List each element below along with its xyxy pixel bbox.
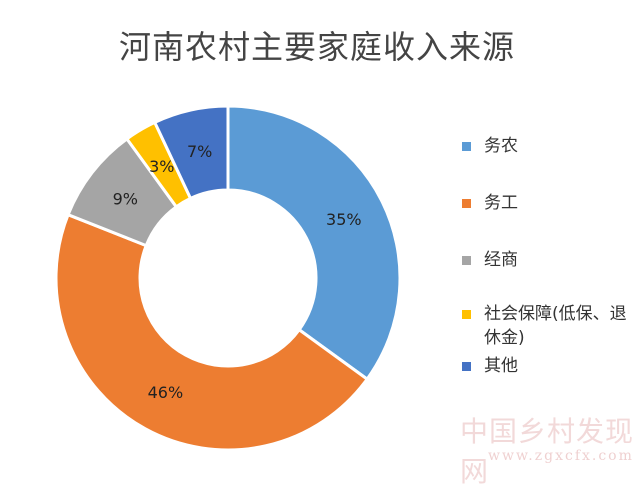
slice-farming[interactable] [226, 104, 402, 382]
chart-container: 河南农村主要家庭收入来源 35% 46% 9% 3% 7% 务农 务工 经商 社会保障(… [54, 28, 634, 488]
legend-item-social-security[interactable]: 社会保障(低保、退休金) [462, 302, 634, 350]
legend: 务农 务工 经商 社会保障(低保、退休金) 其他 [462, 134, 634, 378]
chart-title: 河南农村主要家庭收入来源 [118, 28, 515, 66]
legend-item-migrant-work[interactable]: 务工 [462, 191, 634, 215]
legend-swatch [462, 362, 471, 371]
legend-label: 其他 [484, 356, 518, 376]
donut-chart: 35% 46% 9% 3% 7% [54, 104, 402, 452]
legend-label: 务工 [484, 193, 518, 213]
legend-label: 务农 [484, 136, 518, 156]
legend-swatch [462, 310, 471, 319]
slice-migrant-work[interactable] [54, 212, 370, 452]
legend-item-farming[interactable]: 务农 [462, 134, 634, 158]
label-farming: 35% [326, 210, 362, 229]
legend-swatch [462, 199, 471, 208]
watermark-url: www.zgxcfx.com [488, 448, 634, 464]
label-business: 9% [113, 189, 138, 208]
legend-item-other[interactable]: 其他 [462, 354, 634, 378]
label-migrant-work: 46% [148, 383, 184, 402]
legend-item-business[interactable]: 经商 [462, 248, 634, 272]
slice-other[interactable] [152, 104, 230, 201]
legend-label: 经商 [484, 250, 518, 270]
legend-swatch [462, 142, 471, 151]
label-social-security: 3% [149, 157, 174, 176]
legend-label: 社会保障(低保、退休金) [484, 304, 627, 348]
label-other: 7% [187, 142, 212, 161]
watermark-text: 中国乡村发现网 [460, 415, 634, 488]
legend-swatch [462, 256, 471, 265]
